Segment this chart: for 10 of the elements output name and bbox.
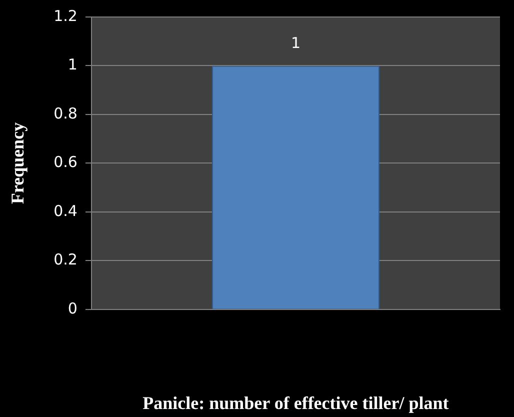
y-tick-label: 1 xyxy=(68,56,78,74)
y-tick-label: 1.2 xyxy=(54,6,78,25)
y-axis-title: Frequency xyxy=(7,122,28,204)
y-tick-label: 0.8 xyxy=(54,104,78,122)
y-tick-label: 0.2 xyxy=(54,250,78,269)
y-tick-label: 0.6 xyxy=(54,153,78,172)
y-tick-label: 0 xyxy=(68,299,78,318)
data-label: 1 xyxy=(290,34,300,52)
y-tick-label: 0.4 xyxy=(54,202,78,220)
x-axis-title: Panicle: number of effective tiller/ plant xyxy=(142,392,449,413)
